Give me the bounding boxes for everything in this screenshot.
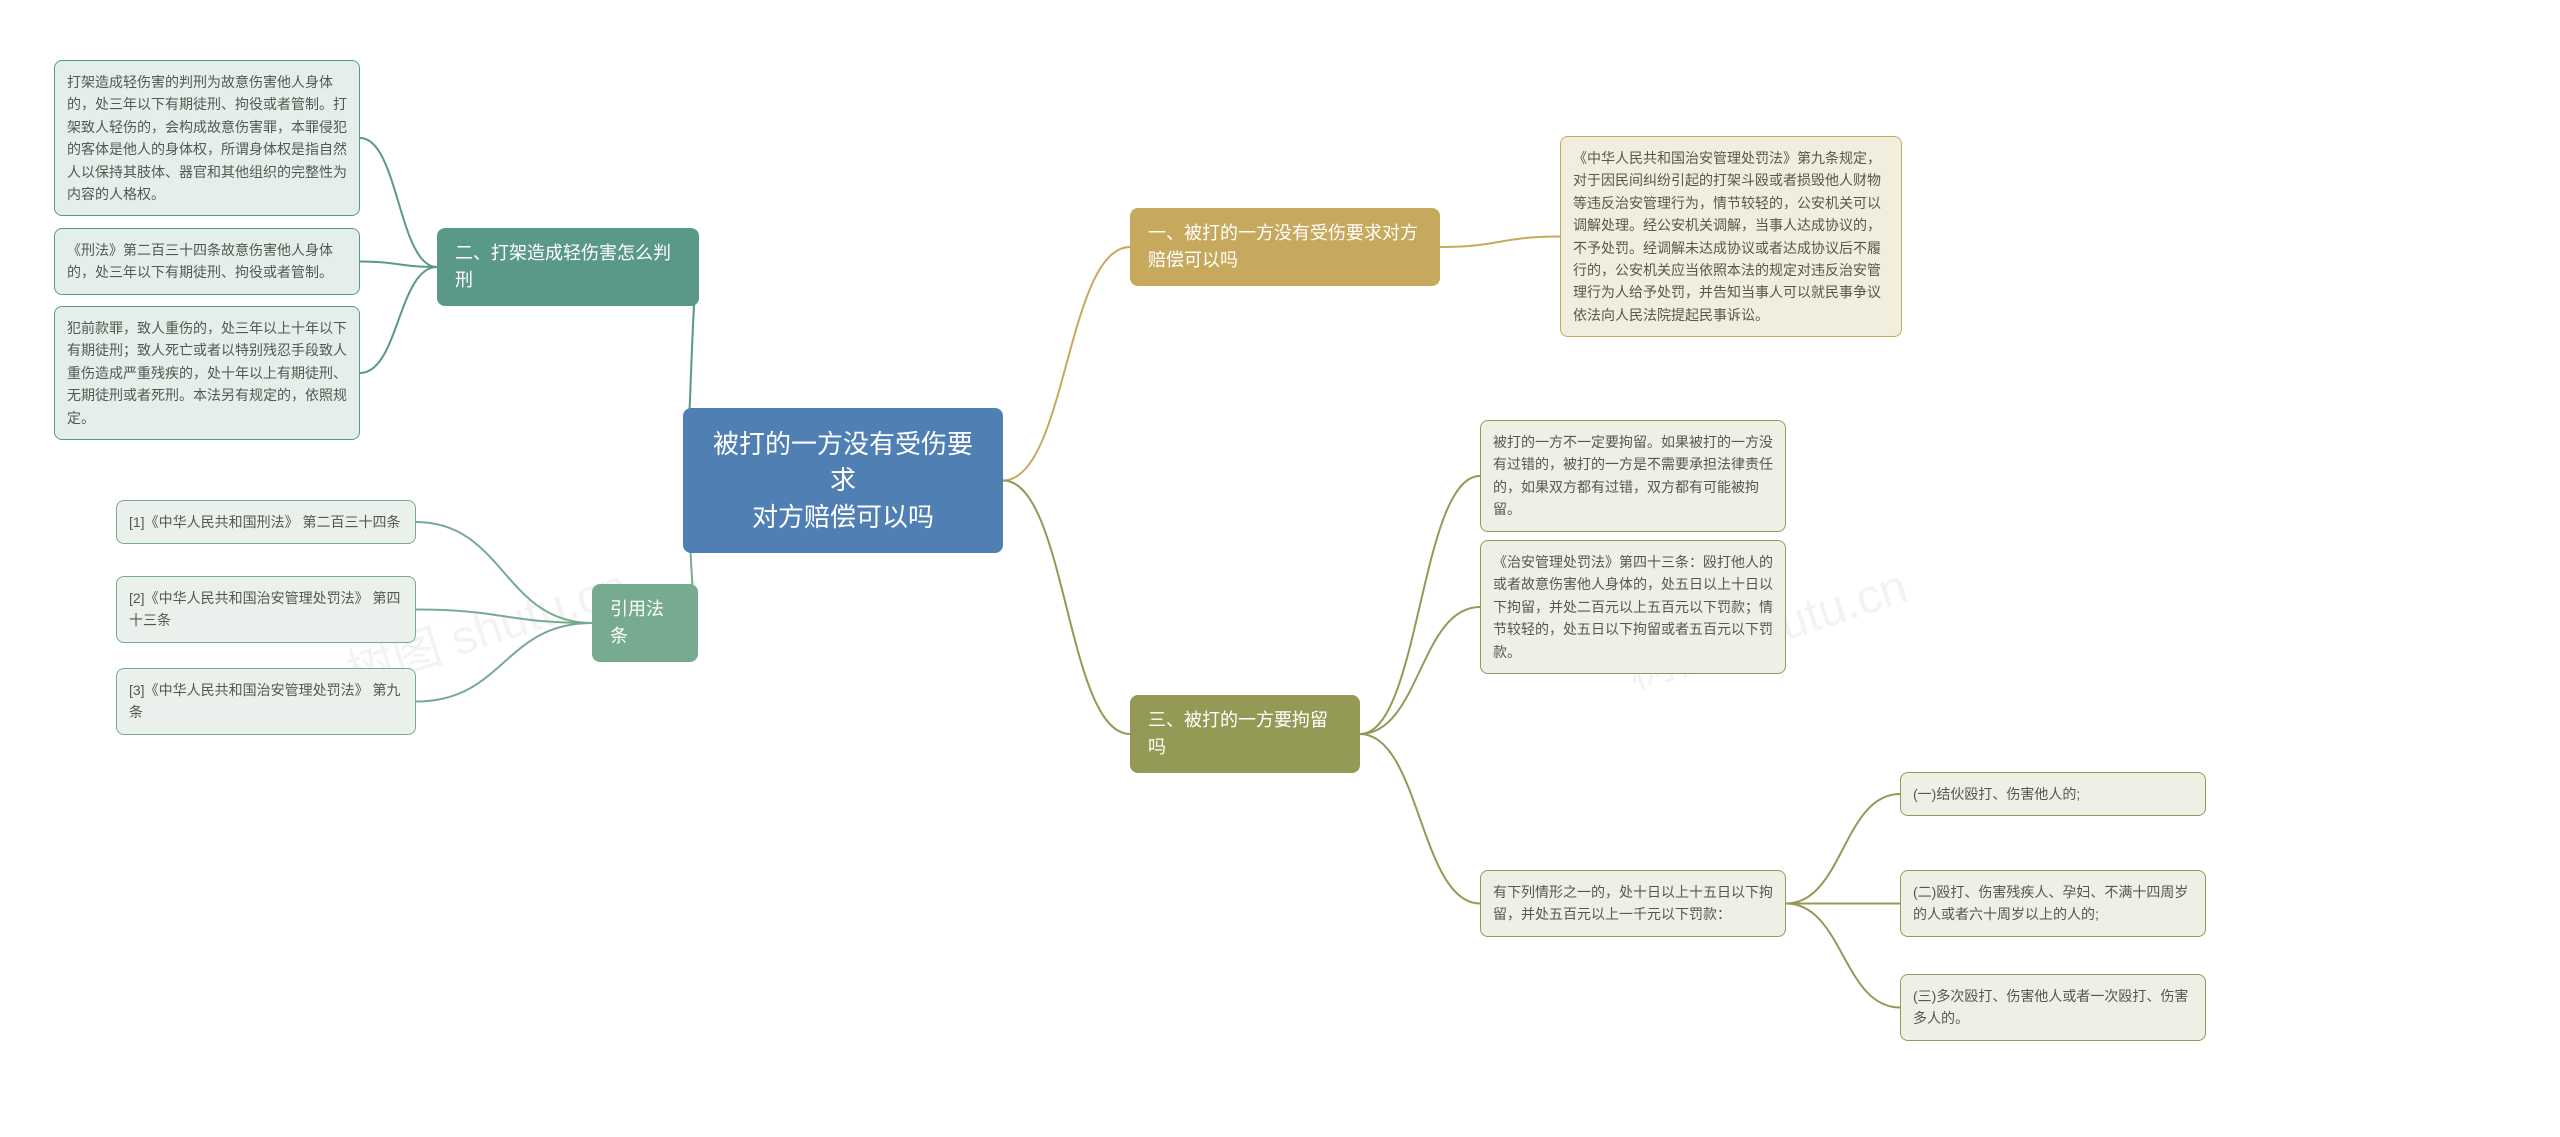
leaf-b3-3c: (三)多次殴打、伤害他人或者一次殴打、伤害多人的。 [1900,974,2206,1041]
leaf-b4-2: [2]《中华人民共和国治安管理处罚法》 第四十三条 [116,576,416,643]
connector-layer [0,0,2560,1137]
branch-2: 二、打架造成轻伤害怎么判刑 [437,228,699,306]
branch-1: 一、被打的一方没有受伤要求对方赔偿可以吗 [1130,208,1440,286]
branch-3: 三、被打的一方要拘留吗 [1130,695,1360,773]
leaf-b4-1: [1]《中华人民共和国刑法》 第二百三十四条 [116,500,416,544]
mindmap-root: 被打的一方没有受伤要求对方赔偿可以吗 [683,408,1003,553]
leaf-b3-3a: (一)结伙殴打、伤害他人的; [1900,772,2206,816]
leaf-b3-2: 《治安管理处罚法》第四十三条：殴打他人的或者故意伤害他人身体的，处五日以上十日以… [1480,540,1786,674]
leaf-b1-1: 《中华人民共和国治安管理处罚法》第九条规定，对于因民间纠纷引起的打架斗殴或者损毁… [1560,136,1902,337]
leaf-b2-2: 《刑法》第二百三十四条故意伤害他人身体的，处三年以下有期徒刑、拘役或者管制。 [54,228,360,295]
leaf-b3-3b: (二)殴打、伤害残疾人、孕妇、不满十四周岁的人或者六十周岁以上的人的; [1900,870,2206,937]
leaf-b4-3: [3]《中华人民共和国治安管理处罚法》 第九条 [116,668,416,735]
leaf-b2-3: 犯前款罪，致人重伤的，处三年以上十年以下有期徒刑；致人死亡或者以特别残忍手段致人… [54,306,360,440]
leaf-b3-1: 被打的一方不一定要拘留。如果被打的一方没有过错的，被打的一方是不需要承担法律责任… [1480,420,1786,532]
branch-4: 引用法条 [592,584,698,662]
leaf-b3-3: 有下列情形之一的，处十日以上十五日以下拘留，并处五百元以上一千元以下罚款： [1480,870,1786,937]
leaf-b2-1: 打架造成轻伤害的判刑为故意伤害他人身体的，处三年以下有期徒刑、拘役或者管制。打架… [54,60,360,216]
